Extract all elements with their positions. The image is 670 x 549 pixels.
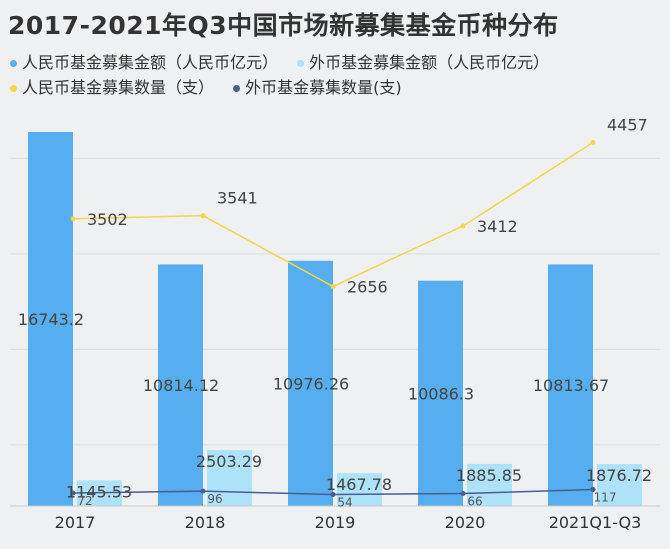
point-rmb-count-2021Q1-Q3 bbox=[590, 139, 596, 145]
bar-foreign-amount-2018 bbox=[207, 450, 252, 506]
legend-dot-rmb-amount bbox=[10, 60, 17, 67]
legend-dot-foreign-count bbox=[233, 85, 241, 92]
bar-rmb-amount-2021Q1-Q3 bbox=[548, 264, 593, 506]
label-rmb-count-2018: 3541 bbox=[217, 189, 258, 208]
point-foreign-count-2021Q1-Q3 bbox=[590, 486, 596, 492]
legend-label-rmb-count: 人民币基金募集数量（支） bbox=[22, 78, 215, 97]
bar-rmb-amount-2018 bbox=[158, 264, 203, 506]
label-rmb-count-2021Q1-Q3: 4457 bbox=[607, 115, 648, 134]
label-rmb-amount-2021Q1-Q3: 10813.67 bbox=[533, 376, 609, 395]
point-foreign-count-2018 bbox=[200, 488, 206, 494]
label-rmb-count-2020: 3412 bbox=[477, 217, 518, 236]
label-foreign-count-2020: 66 bbox=[467, 495, 482, 509]
bar-rmb-amount-2019 bbox=[288, 260, 333, 506]
legend-item-foreign-count[interactable]: 外币基金募集数量(支) bbox=[233, 75, 402, 100]
label-foreign-amount-2018: 2503.29 bbox=[196, 452, 262, 471]
point-rmb-count-2020 bbox=[460, 223, 466, 229]
point-foreign-count-2020 bbox=[460, 491, 466, 497]
legend-item-rmb-count[interactable]: 人民币基金募集数量（支） bbox=[10, 75, 214, 100]
bar-foreign-amount-2020 bbox=[467, 463, 512, 506]
label-rmb-amount-2017: 16743.2 bbox=[18, 310, 84, 329]
bar-foreign-amount-2019 bbox=[337, 473, 382, 506]
label-foreign-count-2018: 96 bbox=[207, 492, 222, 506]
x-tick-2020: 2020 bbox=[445, 513, 486, 532]
bar-foreign-amount-2021Q1-Q3 bbox=[597, 464, 642, 506]
label-foreign-amount-2021Q1-Q3: 1876.72 bbox=[586, 466, 652, 485]
legend-label-rmb-amount: 人民币基金募集金额（人民币亿元） bbox=[22, 53, 279, 72]
legend-label-foreign-count: 外币基金募集数量(支) bbox=[245, 78, 402, 97]
label-foreign-amount-2017: 1145.53 bbox=[66, 482, 132, 501]
point-rmb-count-2017 bbox=[70, 216, 76, 222]
bar-rmb-amount-2017 bbox=[28, 131, 73, 506]
chart-title: 2017-2021年Q3中国市场新募集基金币种分布 bbox=[8, 11, 559, 40]
legend: 人民币基金募集金额（人民币亿元） 外币基金募集金额（人民币亿元） 人民币基金募集… bbox=[10, 50, 665, 100]
label-rmb-amount-2018: 10814.12 bbox=[143, 376, 219, 395]
label-rmb-count-2019: 2656 bbox=[347, 277, 388, 296]
label-foreign-count-2017: 72 bbox=[77, 494, 92, 508]
point-foreign-count-2017 bbox=[70, 490, 76, 496]
legend-item-rmb-amount[interactable]: 人民币基金募集金额（人民币亿元） bbox=[10, 50, 278, 75]
point-rmb-count-2019 bbox=[330, 283, 336, 289]
x-tick-2019: 2019 bbox=[315, 513, 356, 532]
label-rmb-amount-2019: 10976.26 bbox=[273, 374, 349, 393]
x-tick-2021Q1-Q3: 2021Q1-Q3 bbox=[549, 513, 642, 532]
point-foreign-count-2019 bbox=[330, 491, 336, 497]
label-foreign-amount-2019: 1467.78 bbox=[326, 475, 392, 494]
legend-item-foreign-amount[interactable]: 外币基金募集金额（人民币亿元） bbox=[297, 50, 549, 75]
label-rmb-amount-2020: 10086.3 bbox=[408, 384, 474, 403]
label-foreign-count-2019: 54 bbox=[337, 495, 352, 509]
label-foreign-amount-2020: 1885.85 bbox=[456, 466, 522, 485]
legend-dot-foreign-amount bbox=[297, 60, 305, 67]
bar-rmb-amount-2020 bbox=[418, 280, 463, 506]
x-tick-2018: 2018 bbox=[185, 513, 226, 532]
x-tick-2017: 2017 bbox=[55, 513, 96, 532]
label-rmb-count-2017: 3502 bbox=[87, 210, 128, 229]
legend-label-foreign-amount: 外币基金募集金额（人民币亿元） bbox=[309, 53, 550, 72]
legend-dot-rmb-count bbox=[10, 85, 17, 92]
point-rmb-count-2018 bbox=[200, 213, 206, 219]
label-foreign-count-2021Q1-Q3: 117 bbox=[594, 490, 617, 504]
